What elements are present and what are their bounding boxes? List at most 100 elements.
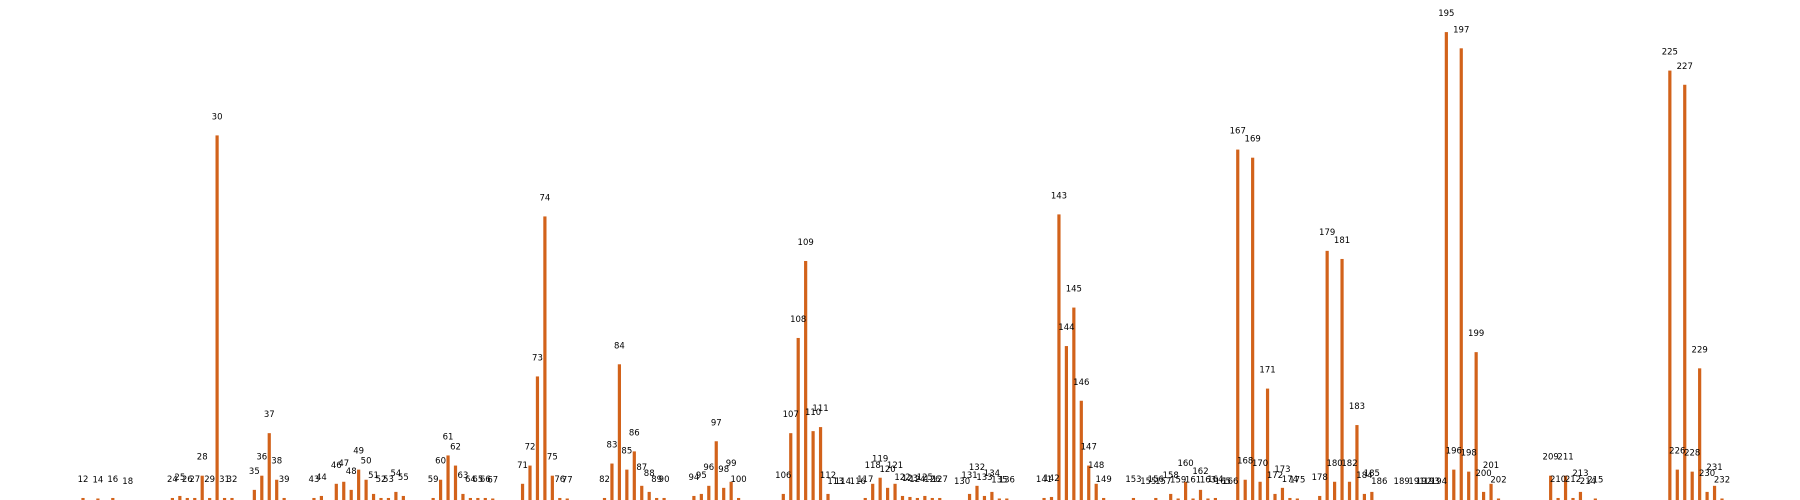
bar-181 <box>1340 258 1344 500</box>
bar-85 <box>625 469 629 500</box>
bar-230 <box>1705 491 1709 500</box>
bar-label-31: 31 <box>219 475 230 485</box>
bar-182 <box>1347 481 1352 500</box>
bar-label-106: 106 <box>775 471 791 481</box>
bar-199 <box>1474 352 1478 500</box>
bar-90 <box>662 497 666 500</box>
bar-label-163: 163 <box>1200 476 1216 486</box>
bar-135 <box>997 498 1001 500</box>
bar-47 <box>342 481 346 500</box>
bar-64 <box>468 497 472 500</box>
bar-179 <box>1325 250 1329 500</box>
bar-198 <box>1467 471 1471 500</box>
bar-167 <box>1236 149 1240 500</box>
bar-label-112: 112 <box>820 471 836 481</box>
bar-label-131: 131 <box>961 471 977 481</box>
bar-label-159: 159 <box>1170 476 1186 486</box>
bar-55 <box>401 495 405 500</box>
bar-label-226: 226 <box>1669 447 1685 457</box>
bar-43 <box>312 497 316 500</box>
bar-141 <box>1042 497 1046 500</box>
bar-107 <box>789 433 793 500</box>
bar-label-18: 18 <box>122 477 133 487</box>
bar-125 <box>923 495 927 500</box>
bar-label-63: 63 <box>458 471 469 481</box>
bar-label-72: 72 <box>525 443 536 453</box>
bar-49 <box>357 469 361 500</box>
bar-30 <box>215 135 219 500</box>
bar-209 <box>1549 475 1553 500</box>
bar-229 <box>1698 368 1702 500</box>
bar-label-82: 82 <box>599 475 610 485</box>
bar-184 <box>1362 493 1366 500</box>
bar-label-53: 53 <box>383 475 394 485</box>
bar-67 <box>491 498 495 500</box>
bar-44 <box>319 495 323 500</box>
bar-label-181: 181 <box>1334 236 1350 246</box>
bar-label-197: 197 <box>1453 25 1469 35</box>
bar-210 <box>1556 497 1560 500</box>
bar-label-62: 62 <box>450 443 461 453</box>
bar-123 <box>908 496 912 500</box>
bar-label-122: 122 <box>894 473 910 483</box>
bar-label-183: 183 <box>1349 402 1365 412</box>
bar-label-113: 113 <box>827 477 843 487</box>
bar-98 <box>722 487 726 500</box>
bar-label-16: 16 <box>107 475 118 485</box>
bar-label-36: 36 <box>256 453 267 463</box>
bar-196 <box>1452 469 1456 500</box>
bar-170 <box>1258 481 1262 500</box>
bar-164 <box>1213 497 1217 500</box>
bar-label-38: 38 <box>271 457 282 467</box>
bar-label-71: 71 <box>517 461 528 471</box>
bar-label-133: 133 <box>976 473 992 483</box>
bar-label-199: 199 <box>1468 329 1484 339</box>
bar-label-12: 12 <box>78 475 89 485</box>
bar-label-164: 164 <box>1207 475 1223 485</box>
bar-label-120: 120 <box>879 465 895 475</box>
bar-59 <box>431 497 435 500</box>
bar-label-169: 169 <box>1245 135 1261 145</box>
bar-65 <box>476 497 480 500</box>
bar-label-35: 35 <box>249 467 260 477</box>
bar-144 <box>1064 346 1068 500</box>
bar-124 <box>915 497 919 500</box>
bar-label-135: 135 <box>991 476 1007 486</box>
bar-211 <box>1563 475 1568 500</box>
bar-label-73: 73 <box>532 353 543 363</box>
bar-label-30: 30 <box>212 112 223 122</box>
bars-group <box>81 32 1724 500</box>
bar-72 <box>528 465 532 500</box>
bar-108 <box>796 337 800 500</box>
bar-96 <box>707 485 711 500</box>
bar-175 <box>1295 498 1299 500</box>
bar-83 <box>610 463 614 500</box>
bar-231 <box>1712 485 1717 500</box>
bar-label-14: 14 <box>92 476 103 486</box>
bar-label-167: 167 <box>1230 127 1246 137</box>
bar-label-95: 95 <box>696 471 707 481</box>
bar-106 <box>781 493 785 500</box>
bar-label-165: 165 <box>1215 477 1231 487</box>
bar-76 <box>558 497 562 500</box>
bar-86 <box>632 451 636 500</box>
bar-label-185: 185 <box>1364 469 1380 479</box>
bar-label-143: 143 <box>1051 191 1067 201</box>
bar-label-126: 126 <box>924 475 940 485</box>
bar-62 <box>453 465 458 500</box>
bar-label-49: 49 <box>353 447 364 457</box>
bar-label-212: 212 <box>1565 475 1581 485</box>
bar-label-48: 48 <box>346 467 357 477</box>
bar-label-25: 25 <box>174 473 185 483</box>
bar-label-121: 121 <box>887 461 903 471</box>
bar-71 <box>520 483 525 500</box>
bar-label-186: 186 <box>1371 477 1387 487</box>
bar-label-230: 230 <box>1699 469 1715 479</box>
bar-228 <box>1690 471 1694 500</box>
bar-50 <box>364 479 368 500</box>
bar-127 <box>938 497 942 500</box>
bar-label-142: 142 <box>1043 474 1059 484</box>
bar-label-172: 172 <box>1267 471 1283 481</box>
bar-225 <box>1668 70 1672 500</box>
